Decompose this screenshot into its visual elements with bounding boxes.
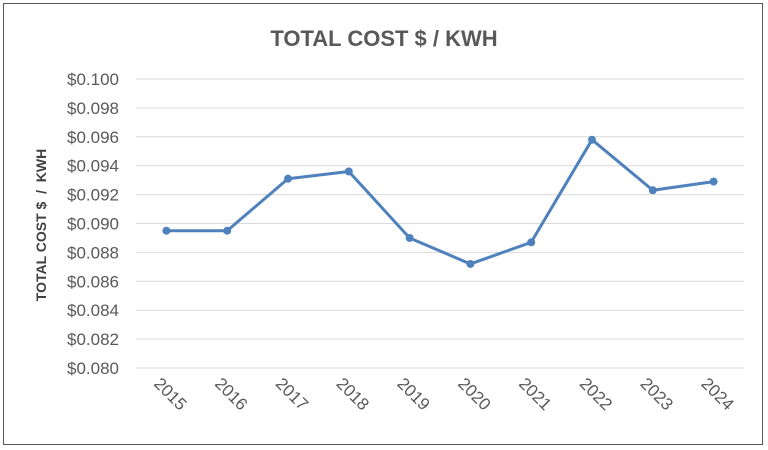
data-point xyxy=(588,135,596,144)
y-tick-label: $0.080 xyxy=(67,359,119,378)
y-tick-label: $0.094 xyxy=(67,157,119,176)
y-tick-label: $0.088 xyxy=(67,243,119,262)
chart-title: TOTAL COST $ / KWH xyxy=(270,26,498,51)
data-point xyxy=(162,226,171,235)
data-point xyxy=(344,167,353,176)
y-tick-label: $0.084 xyxy=(67,301,119,320)
x-tick-label: 2022 xyxy=(576,374,616,414)
x-tick-label: 2024 xyxy=(697,374,737,414)
x-tick-label: 2021 xyxy=(515,374,555,414)
y-tick-label: $0.086 xyxy=(67,272,119,291)
data-point xyxy=(648,186,657,195)
x-axis-ticks: 2015 2016 2017 2018 2019 2020 2021 2022 2023 2024 xyxy=(150,374,737,414)
x-tick-label: 2023 xyxy=(637,374,677,414)
y-tick-label: $0.098 xyxy=(67,99,119,118)
data-point xyxy=(466,259,475,268)
x-tick-label: 2019 xyxy=(393,374,433,414)
data-point xyxy=(284,174,292,183)
y-tick-label: $0.090 xyxy=(67,215,119,234)
data-point xyxy=(709,177,718,186)
data-point xyxy=(405,233,414,242)
data-point xyxy=(223,226,232,235)
gridlines xyxy=(136,78,744,369)
data-point xyxy=(527,238,536,247)
x-tick-label: 2017 xyxy=(272,374,312,414)
x-tick-label: 2018 xyxy=(333,374,373,414)
series-line xyxy=(164,138,716,266)
y-tick-label: $0.100 xyxy=(67,70,119,89)
y-tick-label: $0.082 xyxy=(67,330,119,349)
y-axis-ticks: $0.080 $0.082 $0.084 $0.086 $0.088 $0.090 $0.0… xyxy=(67,70,119,378)
y-tick-label: $0.096 xyxy=(67,128,119,147)
x-tick-label: 2015 xyxy=(150,374,190,414)
x-tick-label: 2020 xyxy=(454,374,494,414)
y-tick-label: $0.092 xyxy=(67,186,119,205)
x-tick-label: 2016 xyxy=(211,374,251,414)
series-group xyxy=(162,135,718,268)
